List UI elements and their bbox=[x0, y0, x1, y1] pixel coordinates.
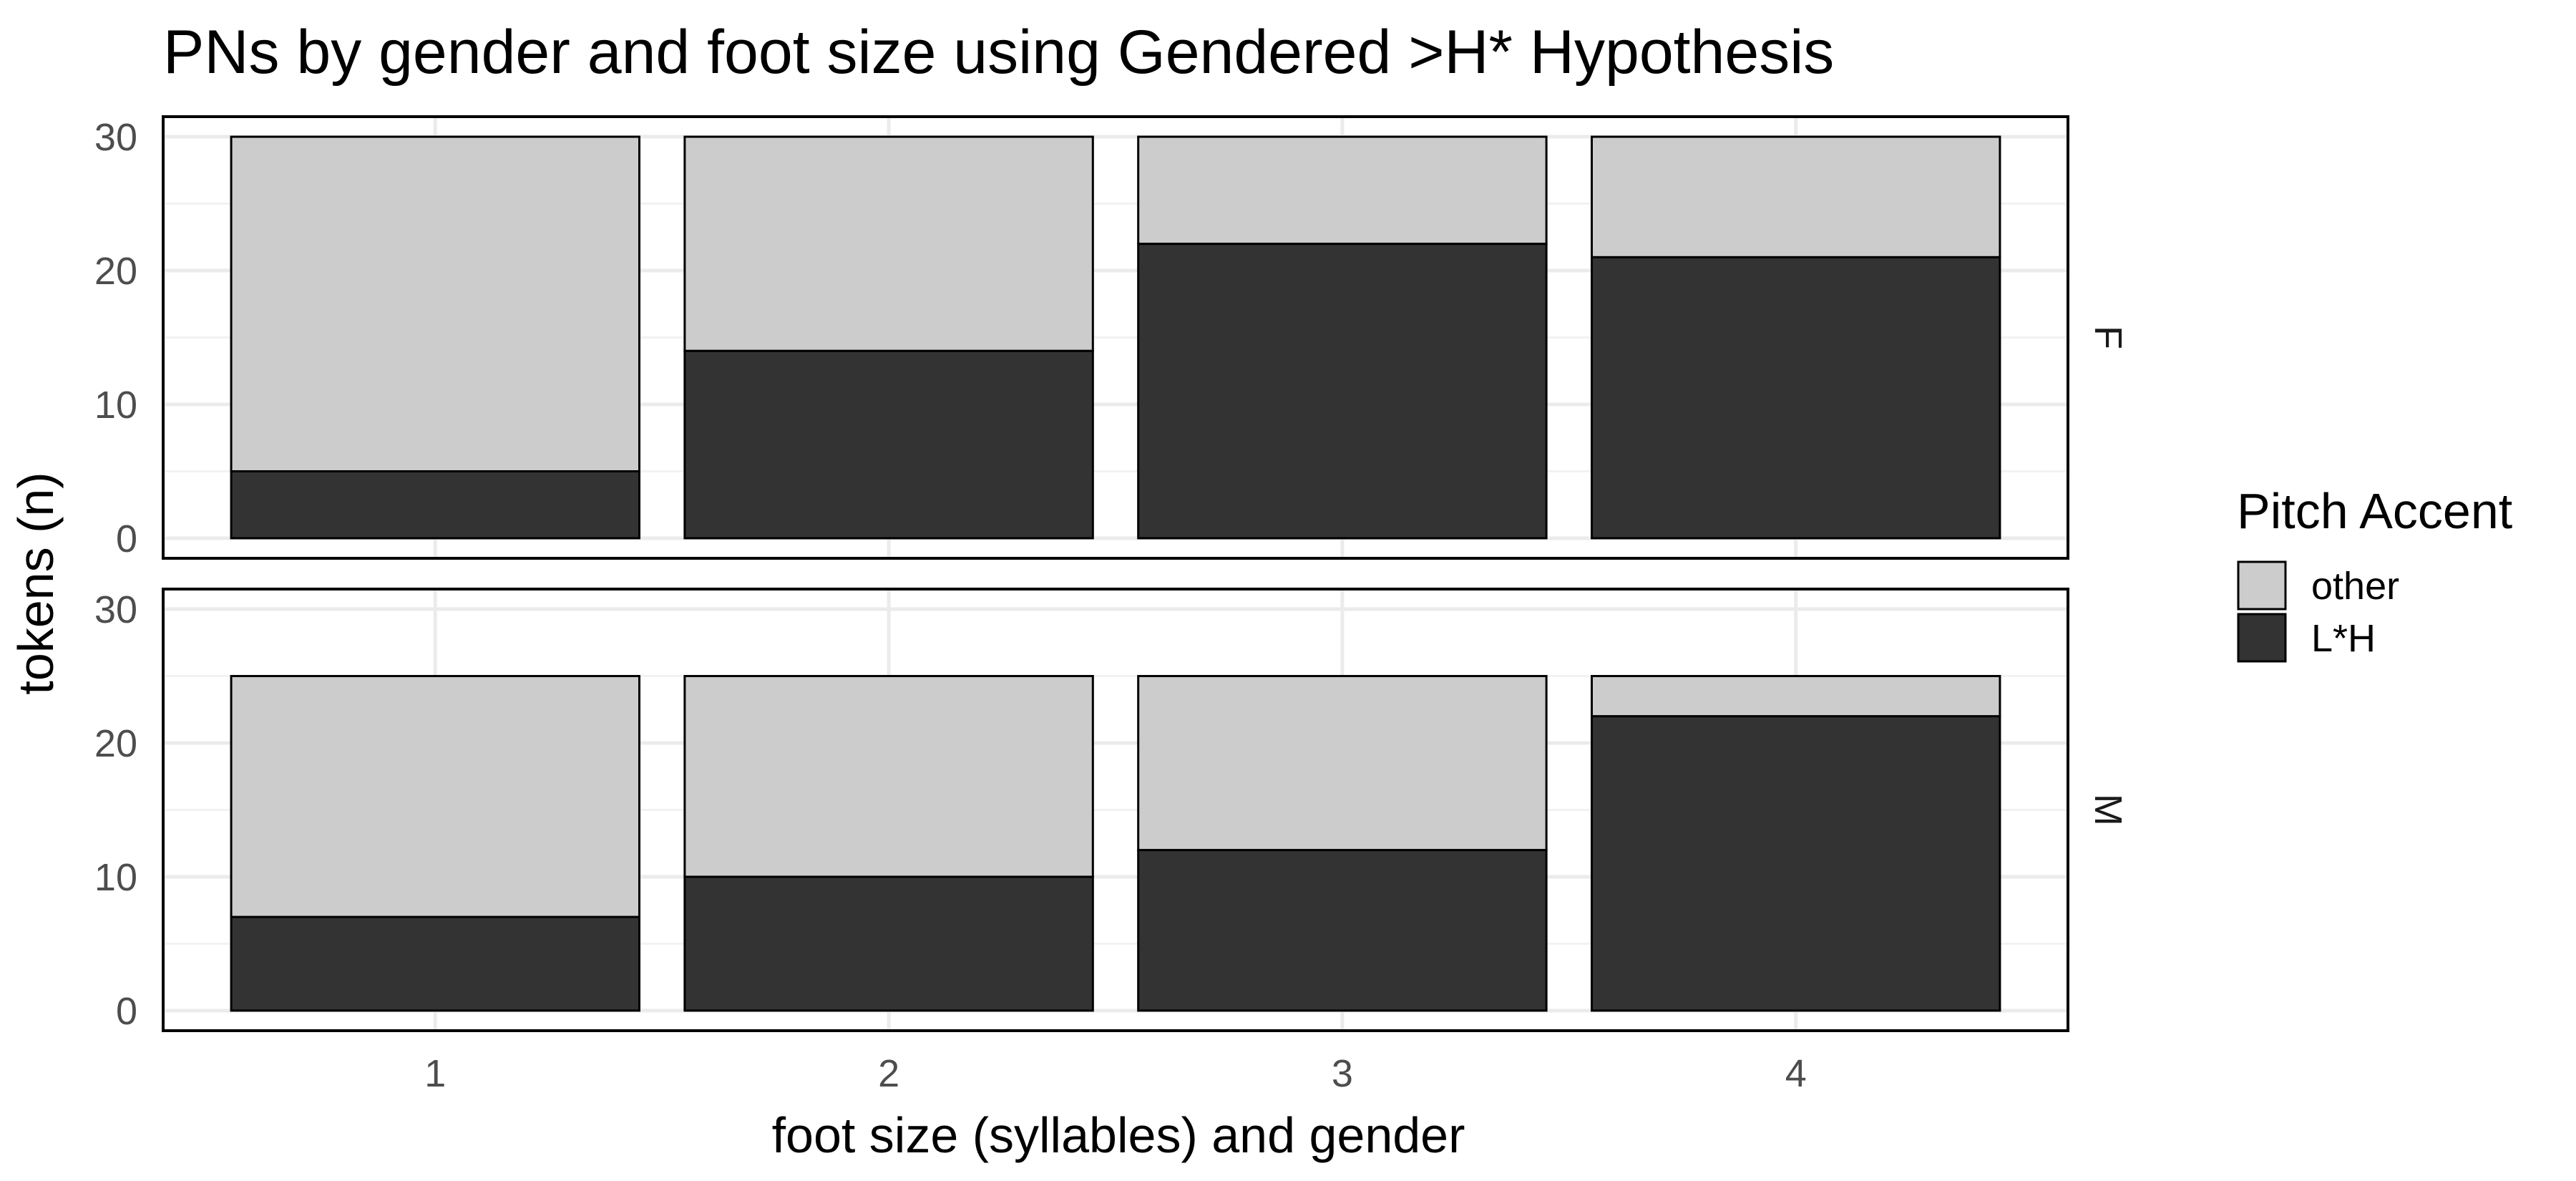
x-tick-label: 4 bbox=[1785, 1052, 1807, 1095]
bar-F-2-L*H bbox=[683, 349, 1094, 540]
bar-M-4-L*H bbox=[1591, 715, 2001, 1012]
bar-M-3-L*H bbox=[1137, 849, 1548, 1012]
bar-M-3-other bbox=[1137, 675, 1548, 852]
x-axis-ticks: 1 2 3 4 bbox=[424, 1052, 1806, 1095]
y-tick-label: 20 bbox=[94, 722, 137, 765]
bar-F-4-other bbox=[1591, 135, 2001, 258]
bar-F-4-L*H bbox=[1591, 256, 2001, 540]
x-axis-title: foot size (syllables) and gender bbox=[772, 1107, 1465, 1163]
facet-label-M: M bbox=[2087, 794, 2129, 826]
bar-F-2-other bbox=[683, 135, 1094, 352]
facet-panel-M: 0 10 20 30 M bbox=[94, 588, 2129, 1033]
bar-M-2-L*H bbox=[683, 875, 1094, 1012]
y-tick-label: 30 bbox=[94, 588, 137, 631]
bar-F-1-L*H bbox=[230, 470, 641, 540]
legend: Pitch Accent other L*H bbox=[2237, 483, 2512, 663]
bar-M-1-other bbox=[230, 675, 641, 918]
panel-border bbox=[162, 115, 2069, 560]
bar-M-1-L*H bbox=[230, 915, 641, 1012]
bar-F-1-other bbox=[230, 135, 641, 472]
x-tick-label: 2 bbox=[878, 1052, 899, 1095]
y-tick-label: 20 bbox=[94, 250, 137, 293]
panel-border bbox=[162, 588, 2069, 1032]
x-tick-label: 1 bbox=[424, 1052, 446, 1095]
y-tick-label: 10 bbox=[94, 856, 137, 899]
y-tick-label: 0 bbox=[116, 990, 137, 1033]
legend-entries: other L*H bbox=[2237, 560, 2399, 663]
facet-label-F: F bbox=[2087, 326, 2129, 349]
x-tick-label: 3 bbox=[1332, 1052, 1353, 1095]
legend-label-other: other bbox=[2311, 565, 2399, 608]
legend-title: Pitch Accent bbox=[2237, 483, 2512, 539]
chart-title: PNs by gender and foot size using Gender… bbox=[163, 18, 1834, 87]
bar-F-3-L*H bbox=[1137, 243, 1548, 540]
facet-panel-F: 0 10 20 30 F bbox=[94, 115, 2129, 560]
legend-key-L*H bbox=[2237, 613, 2287, 663]
bar-M-4-other bbox=[1591, 675, 2001, 718]
y-axis-title: tokens (n) bbox=[8, 472, 64, 694]
bar-M-2-other bbox=[683, 675, 1094, 878]
legend-key-other bbox=[2237, 560, 2287, 611]
y-tick-label: 10 bbox=[94, 384, 137, 427]
y-tick-label: 0 bbox=[116, 517, 137, 560]
y-tick-label: 30 bbox=[94, 116, 137, 159]
facet-panels: 0 10 20 30 F 0 10 20 30 M bbox=[94, 115, 2129, 1033]
legend-label-L*H: L*H bbox=[2311, 617, 2376, 660]
bar-F-3-other bbox=[1137, 135, 1548, 246]
